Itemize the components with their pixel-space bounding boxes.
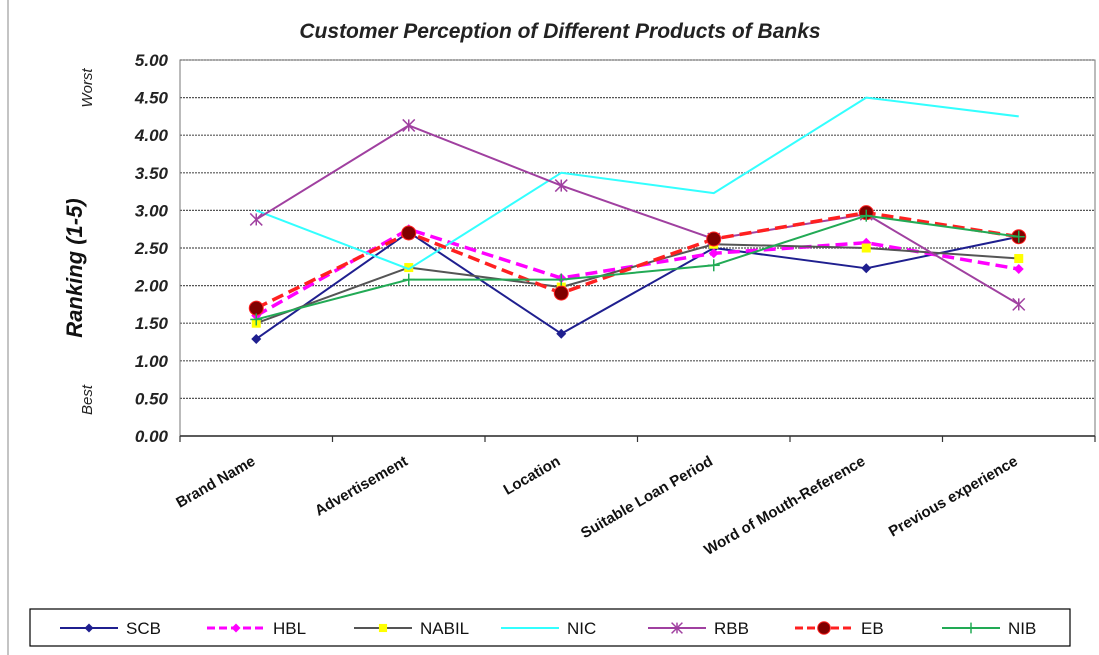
y-tick-label: 4.50 <box>134 89 169 108</box>
legend-item: HBL <box>207 619 306 638</box>
data-point <box>402 273 415 286</box>
data-point <box>1014 254 1024 264</box>
data-point <box>555 273 568 286</box>
data-point <box>404 263 414 273</box>
series-nic <box>255 96 1019 271</box>
data-point <box>553 285 569 301</box>
series-line <box>255 231 1019 340</box>
data-point <box>708 248 719 259</box>
series-line <box>255 124 1020 306</box>
data-point <box>231 623 241 633</box>
legend-item: SCB <box>60 619 161 638</box>
series-line <box>255 214 1019 321</box>
data-point <box>378 623 388 633</box>
y-tick-label: 3.50 <box>135 164 169 183</box>
data-point <box>707 259 720 272</box>
data-point <box>250 313 263 326</box>
legend-label: NIB <box>1008 619 1036 638</box>
y-tick-label: 0.00 <box>135 427 169 446</box>
legend-box <box>29 608 1071 647</box>
data-point <box>249 212 263 226</box>
y-tick-label: 1.50 <box>135 314 169 333</box>
data-point <box>706 231 722 247</box>
worst-label: Worst <box>79 68 96 108</box>
y-tick-label: 1.00 <box>135 352 169 371</box>
data-point <box>402 118 416 132</box>
series-line <box>255 96 1019 271</box>
data-point <box>671 622 683 634</box>
legend-label: RBB <box>714 619 749 638</box>
data-point <box>248 300 264 316</box>
y-tick-labels: 0.00 0.50 1.00 1.50 2.00 2.50 3.00 3.50 4.00 4.50… <box>134 51 169 446</box>
data-point <box>251 333 262 344</box>
data-point <box>860 209 873 222</box>
legend: SCB HBL NABIL NIC RBB EB NIB <box>29 608 1071 647</box>
y-tick-label: 5.00 <box>135 51 169 70</box>
data-point <box>861 263 872 274</box>
series-line <box>255 210 1020 310</box>
data-point <box>1012 230 1025 243</box>
data-point <box>84 623 94 633</box>
data-point <box>965 622 977 634</box>
legend-item: RBB <box>648 619 749 638</box>
y-tick-label: 2.00 <box>134 277 169 296</box>
y-tick-label: 0.50 <box>135 389 169 408</box>
series-line <box>255 227 1020 318</box>
legend-item: EB <box>795 619 884 638</box>
legend-item: NIB <box>942 619 1036 638</box>
series-nib <box>250 209 1025 326</box>
data-point <box>817 621 831 635</box>
series-lines <box>248 96 1027 344</box>
legend-label: SCB <box>126 619 161 638</box>
legend-item: NABIL <box>354 619 469 638</box>
plot-area <box>179 59 1096 442</box>
data-point <box>861 243 871 253</box>
data-point <box>401 225 417 241</box>
legend-item: NIC <box>501 619 596 638</box>
y-tick-label: 3.00 <box>135 201 169 220</box>
y-axis-label: Ranking (1-5) <box>62 198 87 337</box>
y-tick-label: 4.00 <box>134 126 169 145</box>
data-point <box>1013 264 1024 275</box>
best-label: Best <box>79 384 96 415</box>
data-point <box>556 328 567 339</box>
legend-label: EB <box>861 619 884 638</box>
y-tick-label: 2.50 <box>134 239 169 258</box>
legend-label: NIC <box>567 619 596 638</box>
chart-title: Customer Perception of Different Product… <box>299 20 820 43</box>
legend-label: NABIL <box>420 619 469 638</box>
data-point <box>554 179 568 193</box>
data-point <box>1012 297 1026 311</box>
legend-label: HBL <box>273 619 306 638</box>
